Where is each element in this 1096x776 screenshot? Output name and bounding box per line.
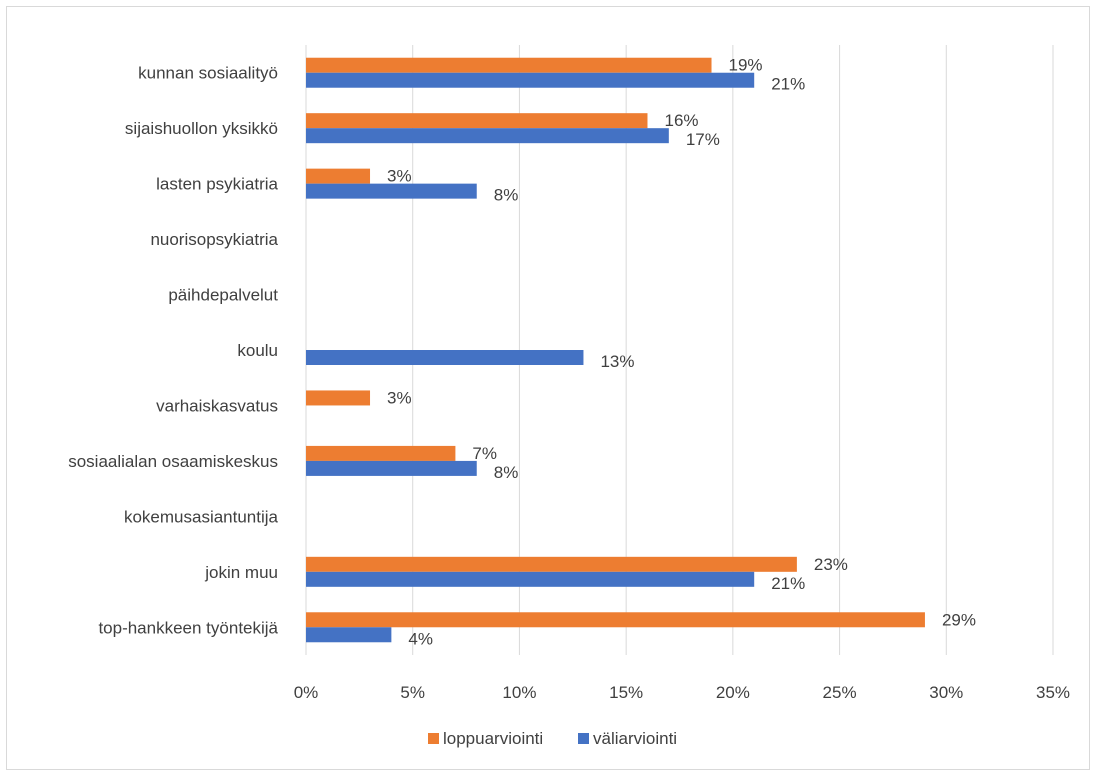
x-tick-label: 35% — [1036, 683, 1070, 702]
data-label: 13% — [600, 352, 634, 371]
category-label: kunnan sosiaalityö — [138, 64, 278, 83]
category-label: koulu — [237, 341, 278, 360]
data-label: 3% — [387, 388, 412, 407]
bar-valiarviointi — [306, 460, 477, 476]
legend-swatch-valiarviointi — [578, 733, 589, 744]
bar-loppuarviointi — [306, 168, 371, 184]
category-label: jokin muu — [204, 563, 278, 582]
bar-loppuarviointi — [306, 57, 712, 73]
data-label: 21% — [771, 574, 805, 593]
bar-valiarviointi — [306, 350, 584, 365]
legend-label: loppuarviointi — [443, 729, 543, 748]
legend-swatch-loppuarviointi — [428, 733, 439, 744]
data-label: 19% — [729, 56, 763, 75]
bar-valiarviointi — [306, 128, 669, 144]
category-label: varhaiskasvatus — [156, 396, 278, 415]
data-label: 23% — [814, 555, 848, 574]
bar-loppuarviointi — [306, 612, 925, 628]
category-label: nuorisopsykiatria — [150, 230, 278, 249]
data-label: 3% — [387, 167, 412, 186]
category-label: sosiaalialan osaamiskeskus — [68, 452, 278, 471]
data-label: 29% — [942, 610, 976, 629]
data-label: 8% — [494, 463, 519, 482]
bar-valiarviointi — [306, 183, 477, 199]
data-label: 8% — [494, 186, 519, 205]
x-tick-label: 10% — [502, 683, 536, 702]
bar-loppuarviointi — [306, 445, 456, 461]
legend-label: väliarviointi — [593, 729, 677, 748]
data-label: 21% — [771, 75, 805, 94]
category-label: lasten psykiatria — [156, 175, 278, 194]
x-tick-label: 5% — [400, 683, 425, 702]
x-tick-label: 30% — [929, 683, 963, 702]
x-tick-label: 25% — [823, 683, 857, 702]
category-label: top-hankkeen työntekijä — [98, 618, 278, 637]
x-tick-label: 0% — [294, 683, 319, 702]
data-label: 17% — [686, 130, 720, 149]
data-label: 7% — [472, 444, 497, 463]
bar-loppuarviointi — [306, 390, 371, 406]
bar-loppuarviointi — [306, 556, 797, 572]
category-label: sijaishuollon yksikkö — [125, 119, 278, 138]
bar-valiarviointi — [306, 72, 755, 88]
x-tick-label: 20% — [716, 683, 750, 702]
bar-loppuarviointi — [306, 113, 648, 129]
category-label: päihdepalvelut — [168, 286, 278, 305]
data-label: 16% — [664, 111, 698, 130]
x-tick-label: 15% — [609, 683, 643, 702]
bar-valiarviointi — [306, 627, 392, 643]
bar-valiarviointi — [306, 571, 755, 587]
data-label: 4% — [408, 629, 433, 648]
category-label: kokemusasiantuntija — [124, 507, 279, 526]
